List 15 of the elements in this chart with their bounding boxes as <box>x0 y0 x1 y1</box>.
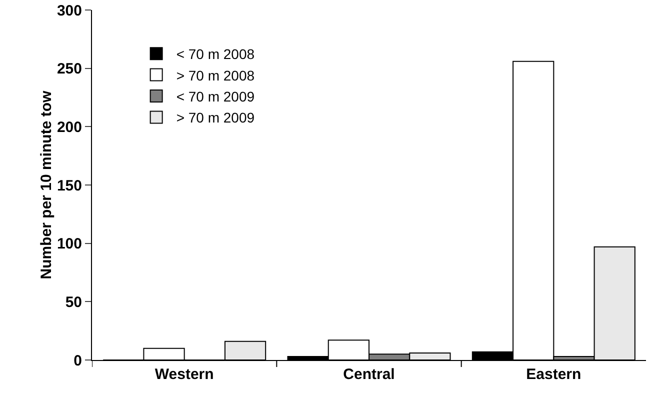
y-tick-label: 200 <box>56 118 82 136</box>
y-tick-label: 300 <box>56 2 82 20</box>
y-tick-label: 50 <box>65 294 82 311</box>
y-tick-label: 150 <box>56 177 82 194</box>
legend-label: < 70 m 2008 <box>176 46 255 62</box>
legend-label: < 70 m 2009 <box>176 88 255 104</box>
x-tick-label: Western <box>154 366 214 383</box>
x-tick-label: Eastern <box>526 366 582 383</box>
y-tick-label: 100 <box>56 236 82 253</box>
legend-label: > 70 m 2008 <box>176 67 255 84</box>
y-tick-label: 0 <box>74 352 82 370</box>
x-tick-label: Central <box>343 366 395 383</box>
y-tick-label: 250 <box>56 60 82 78</box>
y-axis-title: Number per 10 minute tow <box>38 90 55 280</box>
legend-label: > 70 m 2009 <box>176 110 255 126</box>
